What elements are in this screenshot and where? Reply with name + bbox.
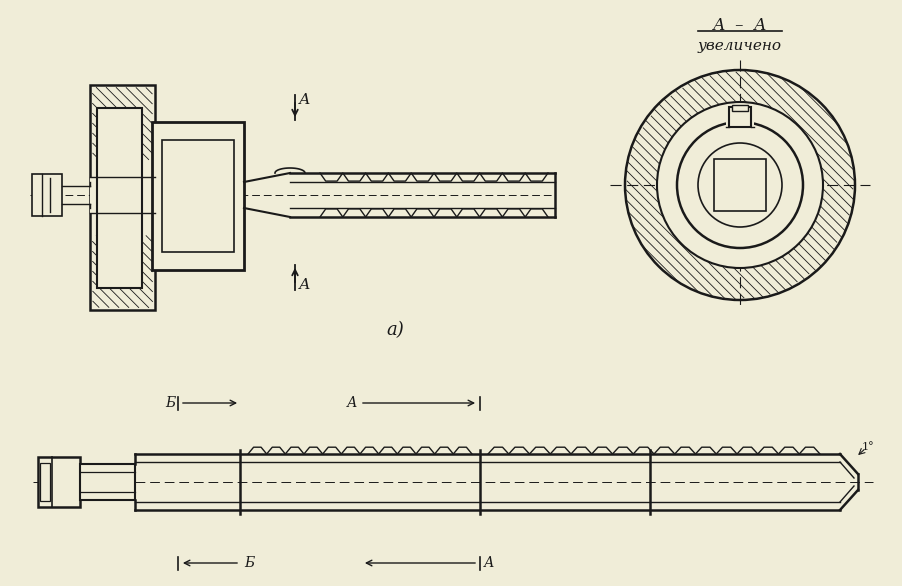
Text: А: А	[483, 556, 494, 570]
Text: увеличено: увеличено	[697, 39, 781, 53]
Bar	[725, 119, 753, 127]
Bar	[152, 122, 244, 270]
Bar	[80, 464, 135, 500]
Bar	[90, 85, 155, 310]
Text: А: А	[299, 278, 310, 292]
Circle shape	[657, 102, 822, 268]
Text: А: А	[299, 93, 310, 107]
Bar	[40, 463, 50, 501]
Circle shape	[624, 70, 854, 300]
Bar	[90, 177, 155, 213]
Bar	[713, 159, 765, 211]
Bar	[728, 107, 750, 127]
Bar	[97, 108, 142, 288]
Bar	[161, 140, 234, 252]
Text: А  –  А: А – А	[712, 16, 767, 33]
Circle shape	[697, 143, 781, 227]
Bar	[38, 457, 80, 507]
Bar	[32, 174, 62, 216]
Text: а): а)	[386, 321, 403, 339]
Text: А: А	[346, 396, 356, 410]
Bar	[732, 105, 747, 111]
Text: Б: Б	[244, 556, 254, 570]
Text: Б: Б	[164, 396, 175, 410]
Text: 1°: 1°	[861, 442, 874, 452]
